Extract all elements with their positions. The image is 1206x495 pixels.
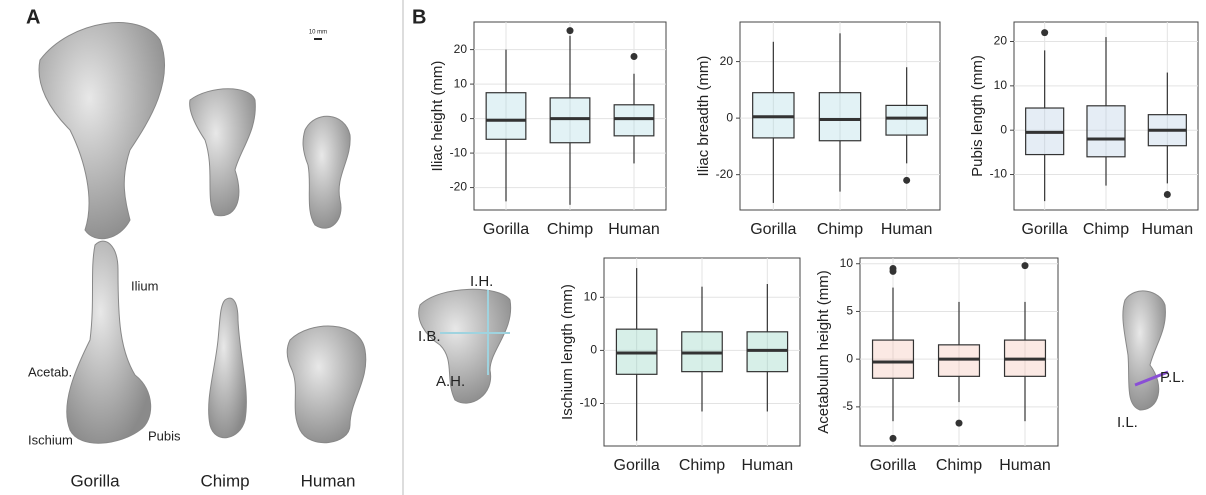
x-tick-label: Gorilla [614, 457, 660, 474]
part-label: Ilium [131, 278, 158, 293]
measure-label: I.H. [470, 273, 493, 290]
x-tick-label: Chimp [1083, 221, 1129, 238]
x-tick-label: Human [1142, 221, 1194, 238]
outlier [890, 268, 897, 275]
outlier [1041, 29, 1048, 36]
species-label: Gorilla [70, 471, 120, 490]
part-label: Acetab. [28, 364, 72, 379]
y-axis-title: Iliac height (mm) [429, 61, 446, 172]
y-tick-label: 0 [590, 343, 597, 357]
y-tick-label: 5 [846, 304, 853, 318]
y-tick-label: -10 [990, 167, 1008, 181]
box [886, 105, 927, 135]
box [614, 105, 654, 136]
y-tick-label: 20 [720, 54, 734, 68]
box [1087, 106, 1125, 157]
box [819, 93, 860, 141]
measure-label: A.H. [436, 373, 465, 390]
y-tick-label: 10 [840, 256, 854, 270]
chart: -20 0 20 Iliac breadth (mm) Gorilla Chimp Huma… [695, 22, 940, 238]
box [486, 93, 526, 140]
x-tick-label: Gorilla [483, 221, 529, 238]
outlier [903, 177, 910, 184]
part-label: Ischium [28, 432, 73, 447]
chart: -5 0 5 10 Acetabulum height (mm) Gorilla Chimp… [815, 256, 1058, 474]
species-label: Human [301, 471, 356, 490]
outlier [1022, 262, 1029, 269]
outlier [956, 420, 963, 427]
y-tick-label: 0 [460, 111, 467, 125]
y-axis-title: Ischium length (mm) [559, 284, 576, 420]
charts: -20 -10 0 10 20 Iliac height (mm) Gorilla Chimp… [429, 22, 1198, 474]
measure-label: I.L. [1117, 414, 1138, 431]
figure: A B Gorilla Chimp Human 10 mm Ilium Acet… [0, 0, 1206, 495]
y-tick-label: -20 [450, 180, 468, 194]
chart: -10 0 10 Ischium length (mm) Gorilla Chimp Hum… [559, 258, 800, 474]
x-tick-label: Human [742, 457, 794, 474]
x-tick-label: Human [881, 221, 933, 238]
y-tick-label: 10 [994, 78, 1008, 92]
chart: -10 0 10 20 Pubis length (mm) Gorilla Chimp Hum… [969, 22, 1198, 238]
species-label: Chimp [200, 471, 249, 490]
panel-label: A [26, 6, 40, 28]
y-tick-label: -20 [716, 167, 734, 181]
scale-label: 10 mm [309, 30, 327, 36]
y-tick-label: 0 [726, 110, 733, 124]
box [550, 98, 590, 143]
part-label: Pubis [148, 428, 181, 443]
x-tick-label: Gorilla [750, 221, 796, 238]
outlier [631, 53, 638, 60]
x-tick-label: Gorilla [1022, 221, 1068, 238]
y-tick-label: -10 [580, 396, 598, 410]
panel-label: B [412, 6, 426, 28]
y-tick-label: -5 [842, 399, 853, 413]
chart: -20 -10 0 10 20 Iliac height (mm) Gorilla Chimp… [429, 22, 666, 238]
y-tick-label: 0 [846, 351, 853, 365]
y-axis-title: Pubis length (mm) [969, 55, 986, 177]
outlier [1164, 191, 1171, 198]
x-tick-label: Gorilla [870, 457, 916, 474]
y-tick-label: 10 [454, 76, 468, 90]
x-tick-label: Human [608, 221, 660, 238]
measure-label: P.L. [1160, 369, 1185, 386]
y-tick-label: 20 [994, 34, 1008, 48]
y-tick-label: -10 [450, 145, 468, 159]
x-tick-label: Chimp [817, 221, 863, 238]
y-axis-title: Iliac breadth (mm) [695, 56, 712, 177]
box [873, 340, 914, 378]
y-tick-label: 20 [454, 42, 468, 56]
x-tick-label: Chimp [936, 457, 982, 474]
outlier [567, 27, 574, 34]
x-tick-label: Human [999, 457, 1051, 474]
x-tick-label: Chimp [679, 457, 725, 474]
y-axis-title: Acetabulum height (mm) [815, 270, 832, 433]
x-tick-label: Chimp [547, 221, 593, 238]
measure-label: I.B. [418, 328, 441, 345]
outlier [890, 435, 897, 442]
y-tick-label: 0 [1000, 122, 1007, 136]
y-tick-label: 10 [584, 289, 598, 303]
